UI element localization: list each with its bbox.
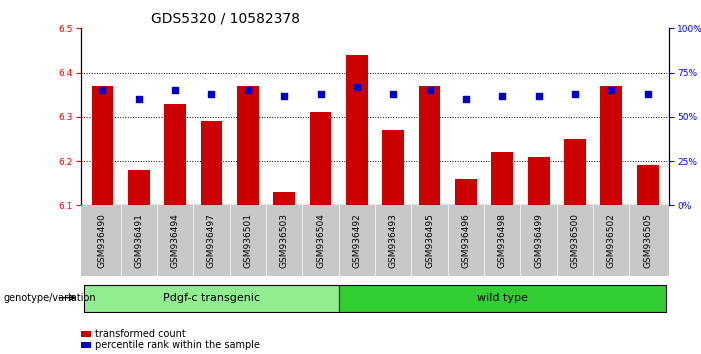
Text: GSM936500: GSM936500 bbox=[571, 213, 580, 268]
Point bbox=[569, 91, 580, 97]
Text: GSM936499: GSM936499 bbox=[534, 213, 543, 268]
Text: GSM936498: GSM936498 bbox=[498, 213, 507, 268]
Bar bbox=[273, 192, 295, 205]
Point bbox=[388, 91, 399, 97]
Bar bbox=[564, 139, 586, 205]
Text: GSM936502: GSM936502 bbox=[607, 213, 615, 268]
Bar bbox=[600, 86, 622, 205]
Text: genotype/variation: genotype/variation bbox=[4, 293, 96, 303]
Point bbox=[170, 87, 181, 93]
Point bbox=[243, 87, 254, 93]
Point bbox=[461, 96, 472, 102]
Point bbox=[496, 93, 508, 98]
Text: GSM936495: GSM936495 bbox=[425, 213, 434, 268]
Text: GSM936505: GSM936505 bbox=[643, 213, 652, 268]
Text: GSM936503: GSM936503 bbox=[280, 213, 289, 268]
Text: GSM936494: GSM936494 bbox=[170, 213, 179, 268]
Bar bbox=[81, 331, 91, 337]
Point bbox=[533, 93, 544, 98]
Text: GSM936497: GSM936497 bbox=[207, 213, 216, 268]
Bar bbox=[81, 342, 91, 348]
Text: GSM936491: GSM936491 bbox=[135, 213, 143, 268]
Bar bbox=[92, 86, 114, 205]
Text: GDS5320 / 10582378: GDS5320 / 10582378 bbox=[151, 12, 300, 26]
Bar bbox=[491, 152, 513, 205]
Text: GSM936492: GSM936492 bbox=[353, 213, 361, 268]
Bar bbox=[164, 104, 186, 205]
Bar bbox=[528, 157, 550, 205]
Text: GSM936504: GSM936504 bbox=[316, 213, 325, 268]
Bar bbox=[346, 55, 368, 205]
Point bbox=[133, 96, 144, 102]
FancyBboxPatch shape bbox=[339, 285, 666, 312]
Text: wild type: wild type bbox=[477, 293, 528, 303]
Text: Pdgf-c transgenic: Pdgf-c transgenic bbox=[163, 293, 260, 303]
Point bbox=[424, 87, 435, 93]
Text: percentile rank within the sample: percentile rank within the sample bbox=[95, 340, 260, 350]
Text: GSM936490: GSM936490 bbox=[98, 213, 107, 268]
Bar bbox=[455, 179, 477, 205]
Bar bbox=[237, 86, 259, 205]
Point bbox=[278, 93, 290, 98]
Text: GSM936493: GSM936493 bbox=[389, 213, 397, 268]
Text: GSM936496: GSM936496 bbox=[461, 213, 470, 268]
Bar bbox=[418, 86, 440, 205]
Point bbox=[642, 91, 653, 97]
Bar bbox=[310, 113, 332, 205]
FancyBboxPatch shape bbox=[84, 285, 339, 312]
Point bbox=[315, 91, 326, 97]
Point bbox=[206, 91, 217, 97]
Bar bbox=[200, 121, 222, 205]
Point bbox=[351, 84, 362, 90]
Point bbox=[97, 87, 108, 93]
Bar bbox=[128, 170, 150, 205]
Bar bbox=[637, 165, 658, 205]
Text: GSM936501: GSM936501 bbox=[243, 213, 252, 268]
Text: transformed count: transformed count bbox=[95, 329, 186, 339]
Bar bbox=[382, 130, 404, 205]
Point bbox=[606, 87, 617, 93]
